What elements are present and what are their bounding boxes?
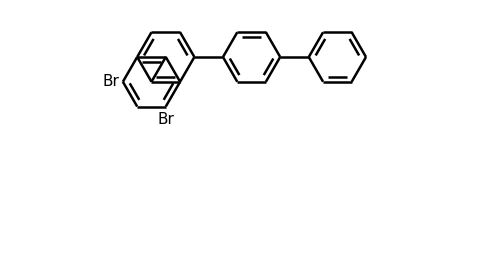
- Text: Br: Br: [102, 74, 119, 89]
- Text: Br: Br: [158, 113, 174, 127]
